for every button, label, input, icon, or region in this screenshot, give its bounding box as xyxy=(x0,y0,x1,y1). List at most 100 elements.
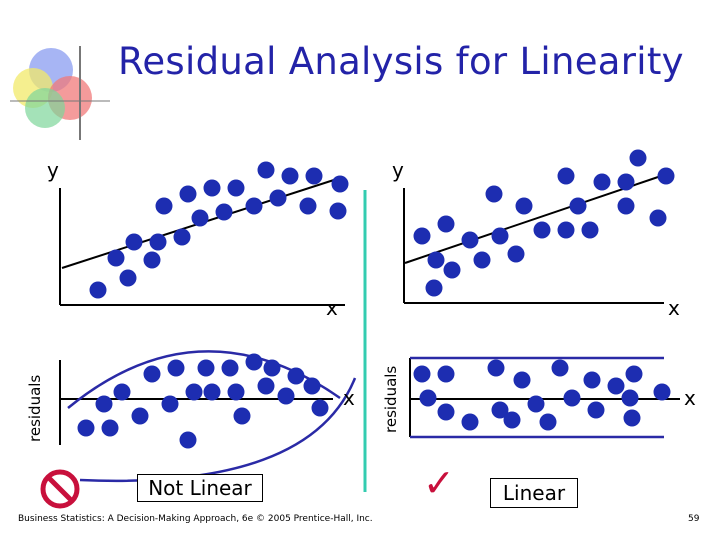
scatter-dot xyxy=(281,167,299,185)
scatter-dot xyxy=(161,395,179,413)
scatter-dot xyxy=(491,401,509,419)
tr-fit-line xyxy=(404,174,665,264)
scatter-dot xyxy=(653,383,671,401)
scatter-dot xyxy=(287,367,305,385)
scatter-dot xyxy=(617,173,635,191)
scatter-dot xyxy=(623,409,641,427)
page-number: 59 xyxy=(688,514,700,524)
linear-box: Linear xyxy=(490,478,578,508)
bl-residuals-label: residuals xyxy=(26,374,44,442)
scatter-dot xyxy=(437,215,455,233)
scatter-dot xyxy=(179,185,197,203)
scatter-dot xyxy=(143,365,161,383)
scatter-dots xyxy=(77,149,675,449)
scatter-dot xyxy=(119,269,137,287)
scatter-dot xyxy=(583,371,601,389)
scatter-dot xyxy=(649,209,667,227)
scatter-dot xyxy=(473,251,491,269)
checkmark-icon: ✓ xyxy=(423,461,455,505)
scatter-dot xyxy=(617,197,635,215)
scatter-dot xyxy=(621,389,639,407)
scatter-dot xyxy=(197,359,215,377)
scatter-dot xyxy=(233,407,251,425)
br-residuals-label: residuals xyxy=(382,365,400,433)
scatter-dot xyxy=(491,227,509,245)
tl-x-label: x xyxy=(326,296,338,320)
scatter-dot xyxy=(107,249,125,267)
scatter-dot xyxy=(587,401,605,419)
scatter-dot xyxy=(277,387,295,405)
scatter-dot xyxy=(149,233,167,251)
scatter-dot xyxy=(263,359,281,377)
scatter-dot xyxy=(95,395,113,413)
scatter-dot xyxy=(539,413,557,431)
scatter-dot xyxy=(503,411,521,429)
scatter-dot xyxy=(245,353,263,371)
slide-title: Residual Analysis for Linearity xyxy=(118,40,684,83)
scatter-dot xyxy=(257,161,275,179)
scatter-dot xyxy=(331,175,349,193)
scatter-dot xyxy=(185,383,203,401)
scatter-dot xyxy=(221,359,239,377)
tr-x-label: x xyxy=(668,296,680,320)
scatter-dot xyxy=(89,281,107,299)
scatter-dot xyxy=(173,228,191,246)
scatter-dot xyxy=(443,261,461,279)
scatter-dot xyxy=(167,359,185,377)
scatter-dot xyxy=(101,419,119,437)
scatter-dot xyxy=(569,197,587,215)
scatter-dot xyxy=(203,179,221,197)
tr-y-label: y xyxy=(392,158,404,182)
scatter-dot xyxy=(203,383,221,401)
scatter-dot xyxy=(245,197,263,215)
scatter-dot xyxy=(425,279,443,297)
scatter-dot xyxy=(427,251,445,269)
scatter-dot xyxy=(581,221,599,239)
scatter-dot xyxy=(215,203,233,221)
scatter-dot xyxy=(131,407,149,425)
scatter-dot xyxy=(533,221,551,239)
scatter-dot xyxy=(77,419,95,437)
scatter-dot xyxy=(593,173,611,191)
scatter-dot xyxy=(557,167,575,185)
scatter-dot xyxy=(607,377,625,395)
scatter-dot xyxy=(515,197,533,215)
scatter-dot xyxy=(485,185,503,203)
scatter-dot xyxy=(299,197,317,215)
bl-x-label: x xyxy=(343,386,355,410)
logo-circles-icon xyxy=(10,46,110,140)
scatter-dot xyxy=(227,383,245,401)
scatter-dot xyxy=(113,383,131,401)
not-linear-box: Not Linear xyxy=(137,474,263,502)
scatter-dot xyxy=(461,413,479,431)
scatter-dot xyxy=(419,389,437,407)
scatter-dot xyxy=(657,167,675,185)
scatter-dot xyxy=(413,227,431,245)
scatter-dot xyxy=(311,399,329,417)
scatter-dot xyxy=(179,431,197,449)
scatter-dot xyxy=(191,209,209,227)
scatter-dot xyxy=(305,167,323,185)
scatter-dot xyxy=(125,233,143,251)
scatter-dot xyxy=(437,365,455,383)
scatter-dot xyxy=(227,179,245,197)
footer-citation: Business Statistics: A Decision-Making A… xyxy=(18,514,373,524)
scatter-dot xyxy=(303,377,321,395)
scatter-dot xyxy=(487,359,505,377)
scatter-dot xyxy=(551,359,569,377)
scatter-dot xyxy=(557,221,575,239)
scatter-dot xyxy=(527,395,545,413)
scatter-dot xyxy=(461,231,479,249)
scatter-dot xyxy=(513,371,531,389)
tl-y-label: y xyxy=(47,158,59,182)
scatter-dot xyxy=(507,245,525,263)
scatter-dot xyxy=(155,197,173,215)
scatter-dot xyxy=(143,251,161,269)
br-x-label: x xyxy=(684,386,696,410)
scatter-dot xyxy=(413,365,431,383)
scatter-dot xyxy=(629,149,647,167)
scatter-dot xyxy=(437,403,455,421)
scatter-dot xyxy=(257,377,275,395)
